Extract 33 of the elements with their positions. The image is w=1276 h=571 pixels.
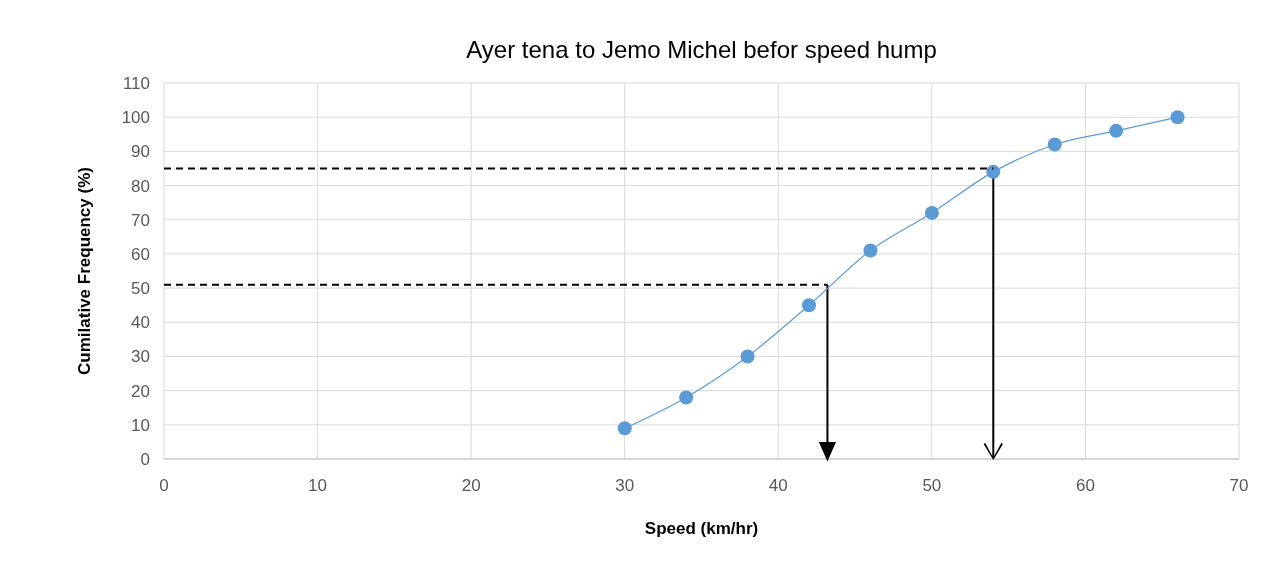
x-tick-label: 60 — [1075, 476, 1095, 495]
point — [802, 298, 816, 313]
y-tick-label: 60 — [131, 244, 150, 264]
y-tick-label: 50 — [131, 279, 150, 299]
point — [1109, 123, 1124, 138]
y-tick-label: 100 — [121, 108, 150, 128]
x-axis-title: Speed (km/hr) — [644, 519, 759, 538]
point — [863, 243, 878, 258]
point — [986, 164, 1001, 179]
y-axis-title: Cumilative Frequency (%) — [75, 167, 94, 375]
x-tick-label: 0 — [159, 476, 169, 495]
y-tick-label: 0 — [140, 450, 150, 469]
chart-title: Ayer tena to Jemo Michel befor speed hump — [466, 36, 937, 63]
point — [740, 349, 755, 364]
y-tick-label: 110 — [122, 74, 150, 93]
x-tick-label: 10 — [308, 476, 328, 495]
y-tick-label: 30 — [131, 347, 150, 367]
y-tick-label: 90 — [131, 142, 150, 162]
y-tick-label: 80 — [131, 176, 150, 196]
x-tick-label: 20 — [461, 476, 481, 495]
point — [679, 390, 694, 405]
y-tick-label: 10 — [131, 415, 150, 435]
x-tick-label: 70 — [1229, 476, 1249, 495]
point — [617, 421, 632, 436]
point — [1047, 137, 1062, 152]
x-tick-label: 40 — [768, 476, 788, 495]
y-tick-label: 40 — [131, 313, 150, 333]
point — [924, 205, 939, 220]
point — [1170, 110, 1185, 125]
x-tick-label: 50 — [922, 476, 942, 495]
y-tick-label: 20 — [131, 381, 150, 401]
y-tick-label: 70 — [131, 210, 150, 230]
x-tick-label: 30 — [615, 476, 635, 495]
